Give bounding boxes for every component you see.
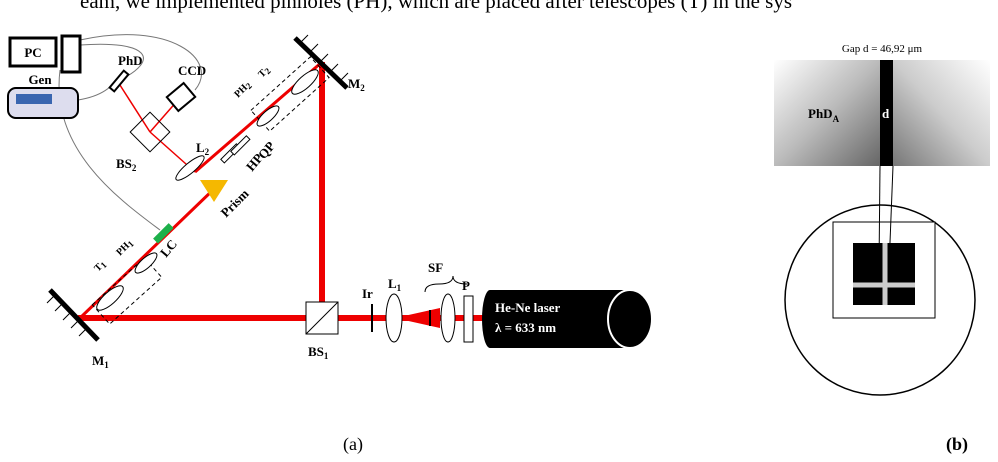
ph2-label: PH2 [232, 79, 254, 101]
t1-label: T1 [92, 258, 109, 275]
sf-brace [425, 276, 467, 292]
lens-l1 [386, 294, 402, 342]
lens [288, 66, 321, 98]
l2-label: L2 [196, 140, 210, 157]
prism-label: Prism [218, 186, 252, 220]
d-label: d [882, 106, 890, 121]
ph1-label: PH1 [114, 237, 136, 259]
ir-label: Ir [362, 286, 373, 301]
t2-label: T2 [256, 64, 273, 81]
pc-tower [62, 36, 80, 72]
caption-a: (a) [343, 434, 363, 455]
ccd-camera [167, 83, 195, 111]
p-label: P [462, 278, 470, 293]
generator-screen [16, 94, 52, 104]
pc-label: PC [24, 45, 41, 60]
gen-label: Gen [28, 72, 52, 87]
ccd-label: CCD [178, 63, 206, 78]
laser-name: He-Ne laser [495, 300, 561, 315]
photodiode-half [893, 60, 990, 166]
sf-label: SF [428, 260, 443, 275]
caption-b: (b) [946, 434, 968, 455]
lens [441, 294, 455, 342]
laser-wavelength: λ = 633 nm [495, 320, 556, 335]
photodiode [110, 71, 129, 92]
header-text: eam, we implemented pinholes (PH), which… [80, 0, 792, 13]
l1-label: L1 [388, 276, 402, 293]
m2-label: M2 [348, 76, 365, 93]
gap-label: Gap d = 46,92 μm [842, 43, 923, 55]
bs2-label: BS2 [116, 156, 137, 173]
m1-label: M1 [92, 353, 109, 370]
lens [93, 282, 126, 314]
beam [80, 188, 215, 318]
figure: eam, we implemented pinholes (PH), which… [0, 0, 998, 462]
phd-label: PhD [118, 53, 143, 68]
bs1-label: BS1 [308, 344, 329, 361]
polarizer [464, 296, 473, 342]
laser [482, 290, 652, 348]
beam [118, 82, 150, 132]
